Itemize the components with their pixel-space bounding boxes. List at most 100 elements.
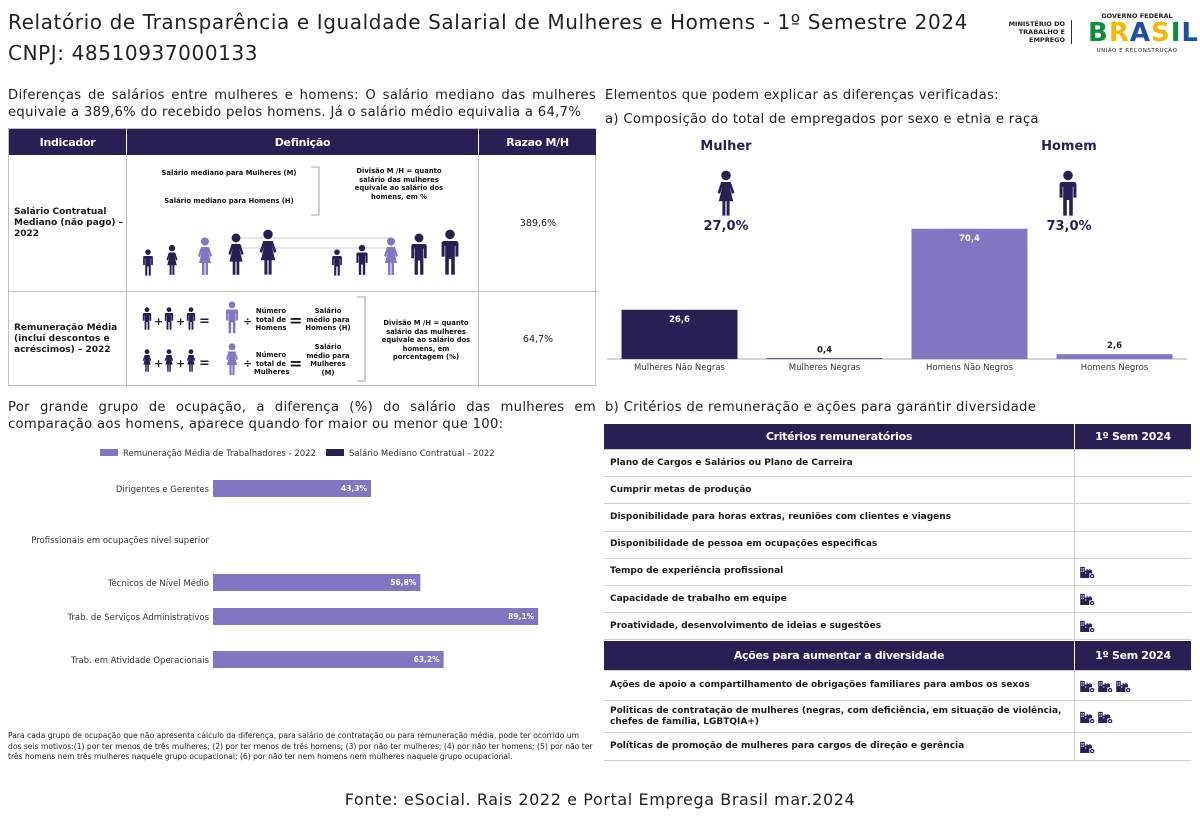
factory-icon: [1098, 711, 1113, 723]
diversity-row-value: [1074, 701, 1191, 733]
explain-intro: Elementos que podem explicar as diferenç…: [605, 88, 999, 103]
bar: [766, 358, 883, 359]
occupation-intro: Por grande grupo de ocupação, a diferenç…: [8, 400, 596, 432]
ministry-logo-text: MINISTÉRIO DO TRABALHO E EMPREGO: [1000, 20, 1072, 44]
ratio-median: 389,6%: [519, 218, 557, 229]
data-label: 56,8%: [390, 578, 417, 587]
salary-difference-intro: Diferenças de salários entre mulheres e …: [8, 88, 596, 120]
factory-icon: [1080, 741, 1095, 753]
data-label: 26,6: [669, 315, 690, 325]
bar: [213, 651, 444, 668]
bar: [213, 608, 539, 625]
source-note: Fonte: eSocial. Rais 2022 e Portal Empre…: [344, 790, 856, 809]
factory-icon: [1116, 680, 1131, 692]
indicator-median-salary: Salário Contratual Mediano (não pago) – …: [14, 207, 124, 239]
brace-icon: [357, 296, 366, 382]
criteria-row-label: Cumprir metas de produção: [610, 484, 752, 495]
cnpj-text: CNPJ: 48510937000133: [8, 41, 259, 65]
diversity-header: Ações para aumentar a diversidade 1º Sem …: [604, 641, 1191, 672]
category-label: Dirigentes e Gerentes: [116, 485, 210, 495]
woman-percentage: 27,0%: [703, 219, 749, 234]
legend-label-salario: Salário Mediano Contratual - 2022: [349, 449, 495, 459]
criteria-row: Tempo de experiência profissional: [604, 558, 1191, 586]
criteria-row: Cumprir metas de produção: [604, 477, 1191, 505]
diversity-row-value: [1074, 733, 1191, 761]
diversity-row-label: Ações de apoio a compartilhamento de obr…: [610, 680, 1030, 691]
data-label: 2,6: [1107, 341, 1122, 351]
category-label: Técnicos de Nível Médio: [107, 578, 209, 589]
category-label: Homens Não Negros: [926, 363, 1014, 373]
category-label: Profissionais em ocupações nível superio…: [31, 536, 209, 546]
criteria-row-value: [1074, 477, 1191, 504]
criteria-row-label: Proatividade, desenvolvimento de ideias …: [610, 620, 882, 631]
criteria-row: Disponibilidade de pessoa em ocupações e…: [604, 531, 1191, 559]
def-median-men: Salário mediano para Homens (H): [164, 197, 294, 205]
uniao-text: UNIÃO E RECONSTRUÇÃO: [1096, 48, 1178, 54]
criteria-row-value: [1074, 504, 1191, 531]
svg-text:+: +: [154, 315, 163, 328]
data-label: 0,4: [817, 345, 832, 355]
diversity-row-label: Politicas de contratação de mulheres (ne…: [610, 705, 1062, 727]
diversity-row: Politicas de contratação de mulheres (ne…: [604, 701, 1191, 734]
footnote: Para cada grupo de ocupação que não apre…: [8, 731, 593, 761]
category-label: Trab. em Atividade Operacionais: [70, 656, 210, 666]
criteria-header: Critérios remuneratórios 1º Sem 2024: [604, 424, 1191, 450]
bar: [1056, 354, 1173, 359]
diversity-row: Ações de apoio a compartilhamento de obr…: [604, 671, 1191, 702]
criteria-row-label: Tempo de experiência profissional: [610, 566, 784, 577]
bar: [621, 309, 738, 359]
svg-text:+: +: [176, 315, 185, 328]
category-label: Homens Negros: [1081, 363, 1149, 373]
factory-icon: [1080, 680, 1095, 692]
factory-icon: [1080, 566, 1095, 578]
people-illustration: [143, 229, 459, 276]
data-label: 70,4: [959, 234, 980, 244]
factory-icon: [1080, 620, 1095, 632]
header-definicao: Definição: [127, 129, 478, 155]
avg-salary-men: Salário médio para Homens (H): [305, 307, 351, 332]
criteria-row-label: Disponibilidade de pessoa em ocupações e…: [610, 539, 878, 550]
svg-text:÷: ÷: [243, 315, 252, 328]
occupation-bar-chart: Remuneração Média de Trabalhadores - 202…: [31, 448, 539, 668]
criteria-row-value: [1074, 558, 1191, 585]
indicator-average-pay: Remuneração Média (inclui descontos e ac…: [14, 323, 118, 355]
def-median-division: Divisão M /H = quanto salário das mulher…: [354, 167, 444, 201]
bar: [911, 228, 1028, 359]
brasil-logo: BRASIL: [1088, 18, 1199, 48]
category-label: Mulheres Não Negras: [634, 363, 726, 373]
legend-swatch-remuneracao: [100, 449, 118, 456]
svg-text:=: =: [199, 314, 210, 329]
legend-swatch-salario: [326, 449, 344, 456]
num-total-women: Número total de Mulheres: [254, 351, 290, 376]
section-b-title: b) Critérios de remuneração e ações para…: [605, 400, 1037, 415]
factory-icon: [1080, 711, 1095, 723]
diversity-header-value: 1º Sem 2024: [1074, 641, 1191, 671]
criteria-row-value: [1074, 613, 1191, 640]
category-label: Trab. de Serviços Administrativos: [66, 613, 209, 623]
criteria-row: Disponibilidade para horas extras, reuni…: [604, 504, 1191, 532]
sum-illustration: + + = + + = ÷ ÷: [142, 301, 252, 376]
svg-text:+: +: [176, 357, 185, 370]
criteria-header-value: 1º Sem 2024: [1074, 424, 1191, 449]
criteria-row-label: Capacidade de trabalho em equipe: [610, 593, 787, 604]
section-a-title: a) Composição do total de empregados por…: [605, 112, 1039, 127]
diversity-row-value: [1074, 671, 1191, 701]
bar: [213, 574, 421, 591]
diversity-row: Políticas de promoção de mulheres para c…: [604, 733, 1191, 762]
factory-icon: [1080, 593, 1095, 605]
svg-text:=: =: [199, 356, 210, 371]
factory-icon: [1098, 680, 1113, 692]
category-label: Mulheres Negras: [789, 363, 861, 373]
man-label: Homem: [1041, 139, 1097, 154]
bar: [213, 480, 372, 497]
indicator-table: Indicador Definição Razao M/H Salário Co…: [8, 128, 597, 387]
criteria-row-value: [1074, 450, 1191, 477]
equals-icon: =: [289, 354, 303, 373]
def-average-division: Divisão M /H = quanto salário das mulher…: [381, 319, 471, 361]
data-label: 63,2%: [414, 655, 441, 664]
svg-text:÷: ÷: [243, 357, 252, 370]
criteria-row: Plano de Cargos e Salários ou Plano de C…: [604, 450, 1191, 478]
diversity-header-label: Ações para aumentar a diversidade: [733, 649, 945, 663]
diversity-row-label: Políticas de promoção de mulheres para c…: [610, 741, 965, 752]
report-title: Relatório de Transparência e Igualdade S…: [8, 10, 968, 34]
